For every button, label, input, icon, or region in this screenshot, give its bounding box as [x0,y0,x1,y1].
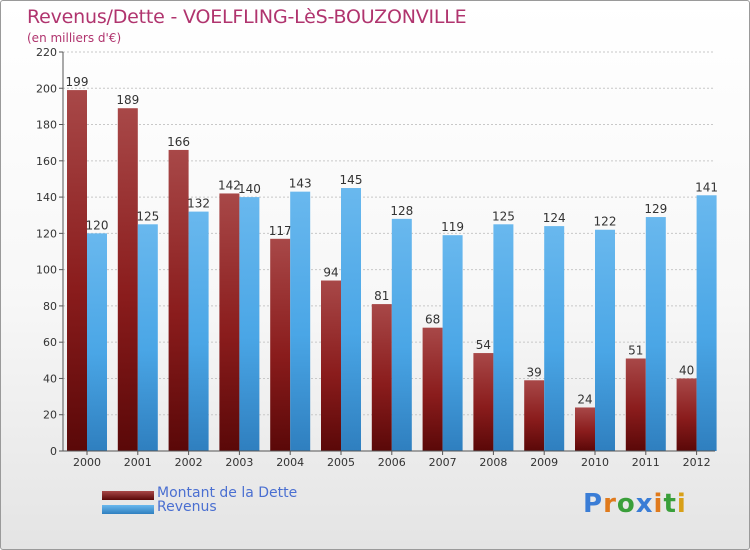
x-tick-label: 2002 [175,456,203,469]
bar-revenus [696,195,717,451]
bar-dette [575,407,595,451]
y-tick-label: 120 [36,227,57,240]
bar-revenus [239,197,260,451]
bar-revenus [137,224,158,451]
bar-label-dette: 81 [374,289,389,303]
logo-letter: t [663,489,677,519]
bar-label-revenus: 122 [594,215,617,229]
logo-letter: P [583,489,604,519]
bar-label-revenus: 124 [543,211,566,225]
y-tick-label: 0 [50,445,57,458]
x-tick-label: 2003 [225,456,253,469]
y-tick-label: 40 [43,372,57,385]
bar-dette [67,90,87,451]
x-tick-label: 2008 [479,456,507,469]
bar-label-revenus: 132 [187,197,210,211]
y-tick-label: 180 [36,119,57,132]
bar-revenus [442,235,463,451]
bar-label-revenus: 120 [86,218,109,232]
bar-label-revenus: 145 [340,173,363,187]
y-tick-label: 100 [36,264,57,277]
bar-revenus [493,224,514,451]
bar-label-dette: 199 [66,75,89,89]
x-tick-label: 2011 [632,456,660,469]
x-tick-label: 2005 [327,456,355,469]
bar-label-dette: 142 [218,178,241,192]
bar-revenus [595,229,615,451]
x-tick-label: 2001 [124,456,152,469]
logo-letter: i [676,489,687,519]
bar-revenus [391,218,412,451]
legend-label-revenus: Revenus [157,499,217,515]
chart-subtitle: (en milliers d'€) [27,31,122,45]
bar-dette [219,193,240,452]
bar-label-dette: 189 [116,93,139,107]
bar-dette [625,358,646,451]
bar-revenus [290,191,311,451]
x-tick-label: 2007 [429,456,457,469]
bar-label-dette: 39 [527,365,542,379]
bar-revenus [87,233,107,451]
y-tick-label: 20 [43,409,57,422]
x-tick-label: 2006 [378,456,406,469]
x-tick-label: 2010 [581,456,609,469]
x-tick-label: 2000 [73,456,101,469]
bar-label-dette: 166 [167,135,190,149]
bar-label-dette: 40 [679,363,694,377]
bar-dette [371,304,392,451]
proxiti-logo: Proxiti [583,489,687,519]
bar-label-dette: 94 [323,266,338,280]
bar-revenus [645,217,666,451]
logo-letter: r [603,489,617,519]
bar-revenus [188,211,209,451]
x-tick-label: 2009 [530,456,558,469]
bar-dette [524,380,545,451]
logo-letter: i [653,489,664,519]
bar-label-revenus: 141 [695,180,718,194]
bar-label-revenus: 129 [644,202,667,216]
bar-label-dette: 51 [628,344,643,358]
y-tick-label: 140 [36,191,57,204]
bar-dette [422,327,443,451]
bar-label-dette: 117 [269,224,292,238]
bar-dette [321,280,341,451]
logo-letter: x [635,489,654,519]
legend-swatch-dette [102,491,154,500]
bar-dette [473,353,494,451]
chart-title: Revenus/Dette - VOELFLING-LèS-BOUZONVILL… [27,6,467,28]
bar-revenus [544,226,565,451]
y-tick-label: 160 [36,155,57,168]
bar-dette [270,238,291,451]
legend-label-dette: Montant de la Dette [157,485,298,501]
bar-dette [117,108,138,452]
bar-label-dette: 54 [476,338,491,352]
y-tick-label: 220 [36,46,57,59]
bar-label-revenus: 140 [238,182,261,196]
bar-label-revenus: 128 [390,204,413,218]
bar-label-dette: 68 [425,313,440,327]
x-tick-label: 2004 [276,456,304,469]
logo-letter: o [616,489,636,519]
bar-label-revenus: 143 [289,177,312,191]
x-tick-label: 2012 [683,456,711,469]
y-tick-label: 60 [43,336,57,349]
bar-label-dette: 24 [577,392,592,406]
bar-label-revenus: 125 [136,209,159,223]
legend-swatch-revenus [102,505,154,514]
bar-revenus [341,188,361,452]
bar-dette [676,378,697,451]
y-tick-label: 80 [43,300,57,313]
bar-label-revenus: 125 [492,209,515,223]
bar-dette [168,149,189,451]
bar-label-revenus: 119 [441,220,464,234]
y-tick-label: 200 [36,82,57,95]
